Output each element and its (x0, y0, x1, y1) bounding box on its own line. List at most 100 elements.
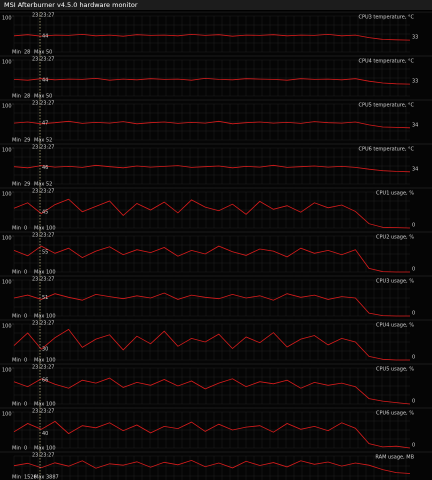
cursor-time: 23:23:27 (32, 145, 54, 151)
max-value: 100 (46, 314, 56, 320)
max-value: 50 (46, 50, 52, 56)
min-value: 0 (24, 358, 27, 364)
min-label: Min (12, 358, 21, 364)
cursor-value: 46 (42, 165, 48, 171)
panel-title: CPU3 temperature, °C (358, 15, 414, 21)
panel-title: RAM usage, MB (375, 455, 414, 461)
y-tick-label: 100 (2, 148, 12, 154)
max-value: 52 (46, 138, 52, 144)
current-value: 0 (412, 443, 415, 449)
panel-title: CPU6 temperature, °C (358, 147, 414, 153)
current-value: 0 (412, 355, 415, 361)
cursor-value: 66 (42, 378, 48, 384)
max-value: 100 (46, 358, 56, 364)
max-label: Max (34, 314, 44, 320)
max-label: Max (34, 446, 44, 452)
min-value: 28 (24, 94, 30, 100)
y-tick-label: 100 (2, 236, 12, 242)
sensor-trace (13, 33, 411, 41)
max-value: 50 (46, 94, 52, 100)
min-value: 29 (24, 182, 30, 188)
cursor-time: 23:23:27 (32, 453, 54, 459)
sensor-trace (13, 292, 410, 317)
cursor-time: 23:23:27 (32, 277, 54, 283)
min-value: 29 (24, 138, 30, 144)
y-tick-label: 100 (2, 192, 12, 198)
y-tick-label: 100 (2, 324, 12, 330)
panel-title: CPU5 temperature, °C (358, 103, 414, 109)
cursor-time: 23:23:27 (32, 101, 54, 107)
panel-title: CPU3 usage, % (376, 279, 414, 285)
max-label: Max (34, 182, 44, 188)
min-value: 0 (24, 446, 27, 452)
cursor-value: 47 (42, 121, 48, 127)
max-value: 52 (46, 182, 52, 188)
min-label: Min (12, 314, 21, 320)
y-tick-label: 100 (2, 60, 12, 66)
cursor-value: 44 (42, 34, 48, 40)
max-label: Max (34, 50, 44, 56)
cursor-value: 44 (42, 78, 48, 84)
cursor-time: 23:23:27 (32, 409, 54, 415)
cursor-time: 23:23:27 (32, 233, 54, 239)
cursor-time: 23:23:27 (32, 189, 54, 195)
max-value: 100 (46, 402, 56, 408)
max-label: Max (34, 475, 44, 480)
cursor-value: 51 (42, 295, 48, 301)
cursor-value: 30 (42, 347, 48, 353)
sensor-trace (13, 198, 411, 229)
min-label: Min (12, 270, 21, 276)
panel-title: CPU2 usage, % (376, 235, 414, 241)
sensor-trace (13, 77, 411, 85)
current-value: 33 (412, 79, 418, 85)
cursor-value: 40 (42, 431, 48, 437)
sensor-trace (13, 164, 411, 173)
sensor-trace (13, 377, 411, 405)
min-label: Min (12, 182, 21, 188)
max-value: 3887 (46, 475, 59, 480)
min-label: Min (12, 226, 21, 232)
current-value: 34 (412, 122, 418, 128)
current-value: 0 (412, 399, 415, 405)
min-value: 0 (24, 226, 27, 232)
min-value: 28 (24, 50, 30, 56)
panel-title: CPU4 usage, % (376, 323, 414, 329)
min-label: Min (12, 50, 21, 56)
current-value: 0 (412, 311, 415, 317)
panel-title: CPU5 usage, % (376, 367, 414, 373)
cursor-value: 55 (42, 250, 48, 256)
min-label: Min (12, 402, 21, 408)
title-bar (0, 0, 432, 10)
sensor-trace (13, 245, 410, 273)
min-value: 0 (24, 314, 27, 320)
y-tick-label: 100 (2, 368, 12, 374)
y-tick-label: 100 (2, 412, 12, 418)
cursor-time: 23:23:27 (32, 57, 54, 63)
min-label: Min (12, 94, 21, 100)
current-value: 0 (412, 267, 415, 273)
panel-title: CPU4 temperature, °C (358, 59, 414, 65)
y-tick-label: 100 (2, 104, 12, 110)
panel-title: CPU6 usage, % (376, 411, 414, 417)
cursor-value: 45 (42, 209, 48, 215)
sensor-trace (13, 328, 410, 361)
min-value: 0 (24, 402, 27, 408)
cursor-time: 23:23:27 (32, 321, 54, 327)
sensor-trace (13, 420, 411, 449)
max-value: 100 (46, 446, 56, 452)
max-label: Max (34, 270, 44, 276)
sensor-trace (13, 459, 411, 474)
cursor-time: 23:23:27 (32, 365, 54, 371)
max-label: Max (34, 358, 44, 364)
y-tick-label: 100 (2, 280, 12, 286)
max-value: 100 (46, 270, 56, 276)
max-label: Max (34, 402, 44, 408)
max-label: Max (34, 94, 44, 100)
current-value: 0 (412, 223, 415, 229)
window-title: MSI Afterburner v4.5.0 hardware monitor (4, 1, 138, 9)
cursor-time: 23:23:27 (32, 13, 54, 19)
max-value: 100 (46, 226, 56, 232)
current-value: 33 (412, 35, 418, 41)
max-label: Max (34, 226, 44, 232)
